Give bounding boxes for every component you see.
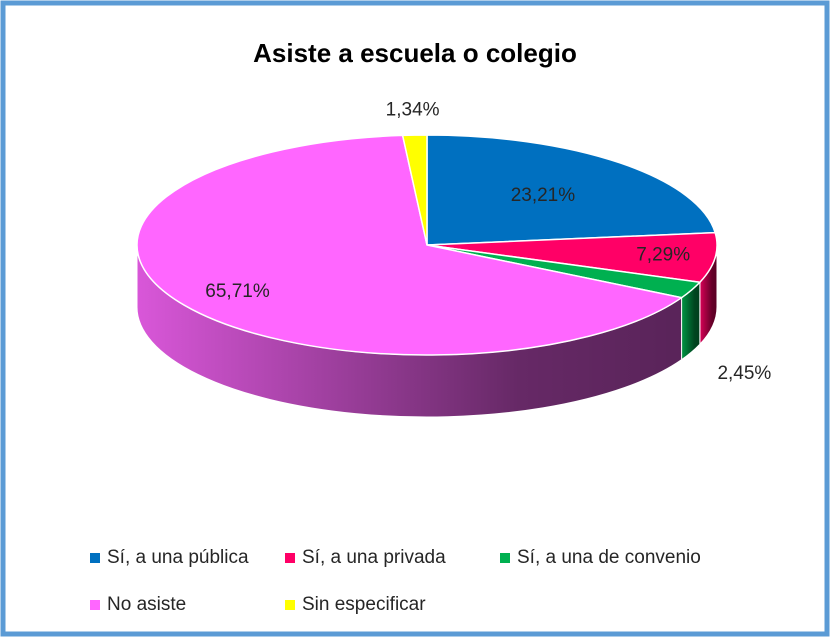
data-label: 2,45% — [717, 363, 771, 384]
data-label: 7,29% — [636, 245, 690, 266]
legend-label: Sí, a una privada — [302, 547, 446, 568]
legend-label: Sí, a una de convenio — [517, 547, 701, 568]
slice — [426, 231, 718, 284]
legend-label: Sí, a una pública — [107, 547, 249, 568]
legend-marker — [500, 553, 510, 563]
legend-label: No asiste — [107, 594, 186, 615]
slice — [136, 134, 684, 356]
legend-marker — [90, 600, 100, 610]
legend-marker — [285, 600, 295, 610]
data-label: 1,34% — [386, 99, 440, 120]
slice — [426, 134, 717, 246]
legend-label: Sin especificar — [302, 594, 426, 615]
legend-marker — [90, 553, 100, 563]
data-label: 65,71% — [205, 281, 270, 302]
data-label: 23,21% — [511, 185, 576, 206]
slice — [401, 134, 428, 246]
legend-marker — [285, 553, 295, 563]
chart-title: Asiste a escuela o colegio — [253, 38, 577, 68]
